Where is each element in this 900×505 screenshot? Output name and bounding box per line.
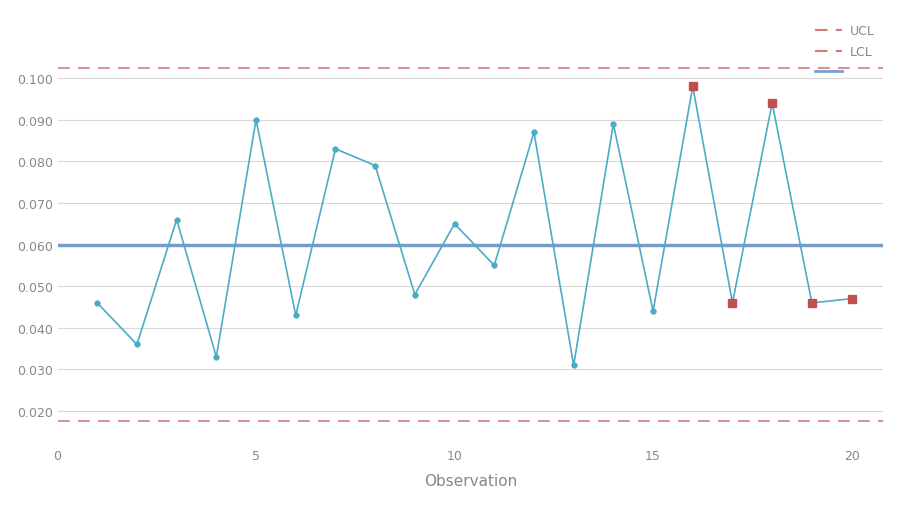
- Legend: UCL, LCL, : UCL, LCL,: [810, 20, 879, 84]
- X-axis label: Observation: Observation: [424, 473, 518, 488]
